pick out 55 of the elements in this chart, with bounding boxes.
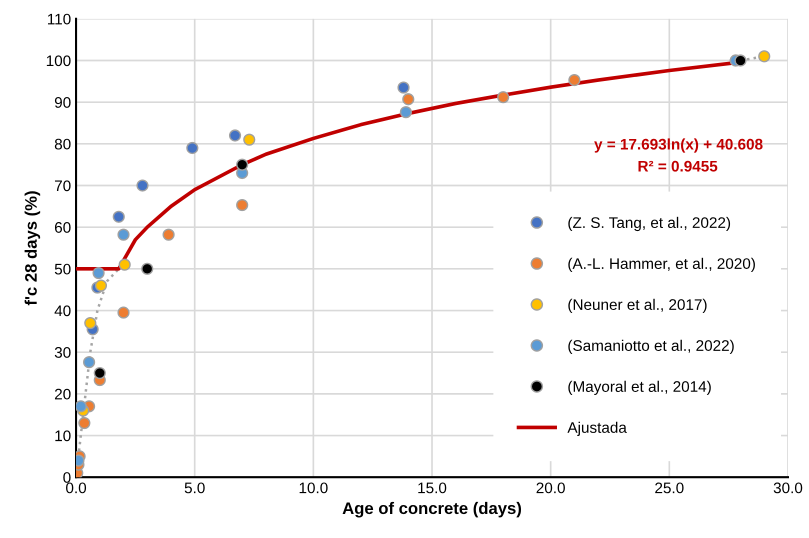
y-tick-label: 110 <box>48 14 71 25</box>
legend-label: Ajustada <box>567 422 627 436</box>
y-tick-label: 50 <box>54 264 71 275</box>
point <box>117 228 130 241</box>
point <box>94 366 106 380</box>
point <box>228 129 242 142</box>
y-tick-label: 10 <box>55 430 71 442</box>
point <box>402 93 414 106</box>
point <box>734 54 747 67</box>
point <box>83 356 96 368</box>
point <box>236 158 248 171</box>
y-tick-label: 80 <box>54 138 71 150</box>
x-axis-title: Age of concrete (days) <box>342 502 522 518</box>
y-tick-label: 0 <box>63 472 71 483</box>
x-tick-label: 15.0 <box>418 482 446 494</box>
point <box>76 400 87 412</box>
y-axis-title: f'c 28 days (%) <box>24 191 40 306</box>
point <box>136 179 149 192</box>
point <box>236 199 248 212</box>
annotation: y = 17.693ln(x) + 40.608 <box>594 138 763 153</box>
point <box>117 306 130 319</box>
y-tick-label: 60 <box>54 222 71 233</box>
x-tick-label: 10.0 <box>300 482 328 494</box>
point <box>400 106 412 118</box>
legend-label: (Z. S. Tang, et al., 2022) <box>568 216 730 232</box>
legend-label: (A.-L. Hammer, et al., 2020) <box>568 258 755 272</box>
y-tick-label: 20 <box>54 388 71 400</box>
annotation: R² = 0.9455 <box>638 160 718 172</box>
point <box>397 82 410 94</box>
point <box>162 228 175 241</box>
legend-label: (Neuner et al., 2017) <box>568 298 707 314</box>
point <box>118 258 131 271</box>
x-tick-label: 20.0 <box>536 482 565 494</box>
point <box>141 262 154 275</box>
x-tick-label: 30.0 <box>774 482 802 494</box>
x-tick-label: 25.0 <box>655 482 684 494</box>
x-tick-label: 0.0 <box>66 482 86 494</box>
point <box>568 74 580 86</box>
y-tick-label: 30 <box>54 347 71 358</box>
point <box>92 266 105 280</box>
point <box>84 316 96 330</box>
point <box>94 279 108 292</box>
legend-label: (Mayoral et al., 2014) <box>568 380 711 395</box>
legend-label: (Samaniotto et al., 2022) <box>568 340 734 354</box>
point <box>186 142 198 154</box>
y-tick-label: 100 <box>46 55 71 66</box>
point <box>78 416 90 430</box>
y-tick-label: 90 <box>54 97 71 108</box>
x-tick-label: 5.0 <box>184 482 205 494</box>
y-tick-label: 70 <box>54 180 71 192</box>
point <box>112 210 125 223</box>
point <box>243 134 256 146</box>
y-tick-label: 40 <box>54 305 71 316</box>
point <box>758 50 770 62</box>
point <box>497 91 510 104</box>
